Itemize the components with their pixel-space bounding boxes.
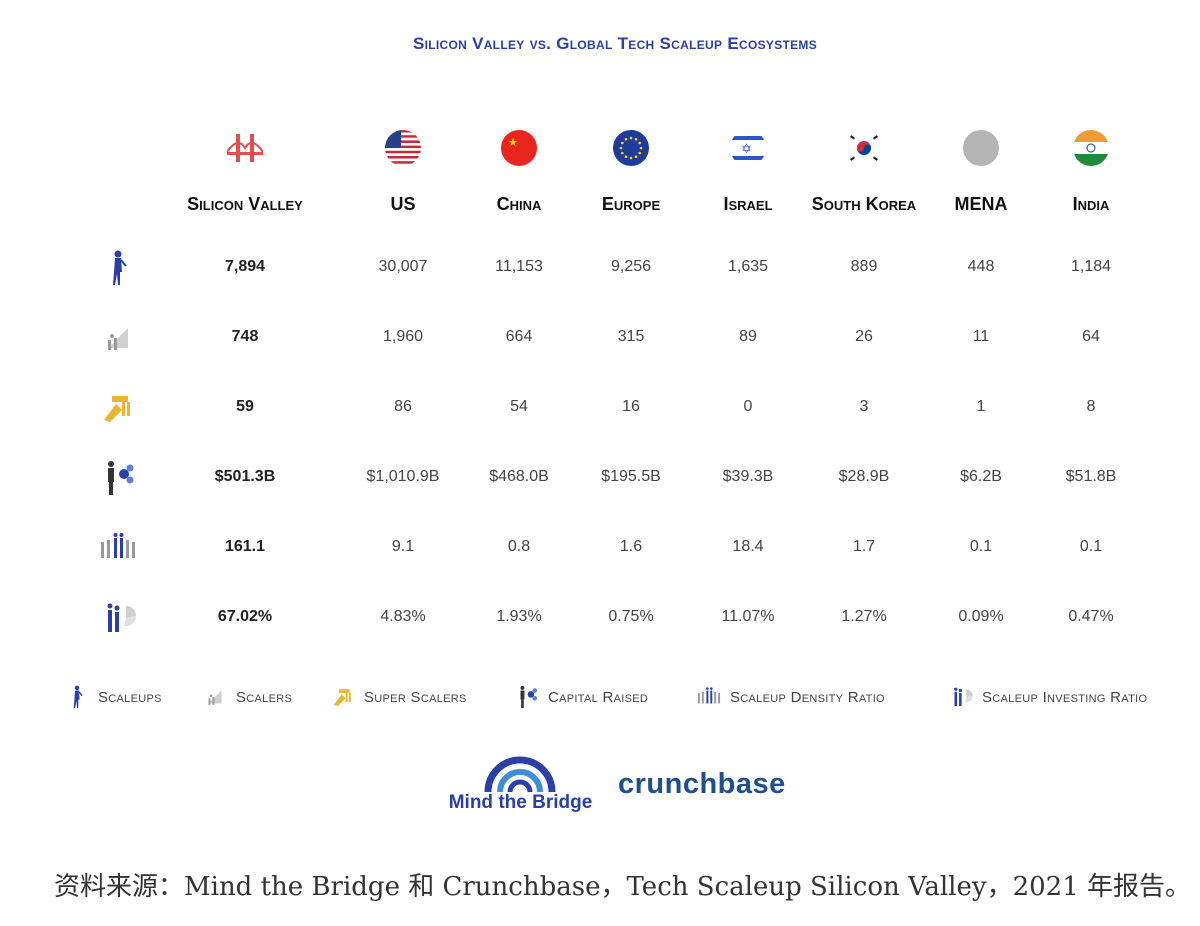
column-header: South Korea: [811, 194, 917, 214]
table-cell: 11.07%: [721, 608, 775, 625]
column-header: MENA: [954, 194, 1008, 214]
scaleup-investing-ratio-icon: [98, 598, 138, 638]
south-korea-flag-icon: [846, 130, 882, 166]
table-cell: $501.3B: [214, 468, 276, 485]
svg-text:✡: ✡: [741, 141, 752, 156]
table-cell: 1.6: [619, 538, 643, 555]
column-header: US: [390, 194, 416, 214]
column-header: China: [496, 194, 542, 214]
table-cell: 7,894: [224, 258, 266, 275]
table-cell: 9,256: [610, 258, 652, 275]
table-cell: 9.1: [391, 538, 415, 555]
svg-text:★: ★: [508, 137, 518, 149]
table-cell: 0.75%: [608, 608, 654, 625]
legend-item: Super Scalers: [330, 683, 467, 711]
table-cell: $1,010.9B: [366, 468, 440, 485]
legend-item: Scaleup Density Ratio: [696, 683, 885, 711]
table-cell: 30,007: [378, 258, 428, 275]
table-cell: $195.5B: [601, 468, 661, 485]
table-cell: 64: [1082, 328, 1100, 345]
legend-item: Scaleup Investing Ratio: [948, 683, 1147, 711]
table-cell: 89: [739, 328, 757, 345]
table-cell: 26: [855, 328, 873, 345]
table-cell: 1,184: [1070, 258, 1112, 275]
legend-label: Super Scalers: [364, 688, 467, 706]
crunchbase-logo: crunchbase: [618, 768, 786, 800]
table-cell: 11: [972, 328, 990, 345]
israel-flag-icon: ✡: [730, 130, 766, 166]
mind-the-bridge-text: Mind the Bridge: [448, 792, 593, 813]
table-cell: 59: [236, 398, 254, 415]
scaleup-density-ratio-icon: [696, 683, 722, 711]
table-cell: $6.2B: [960, 468, 1002, 485]
column-header: India: [1072, 194, 1110, 214]
table-cell: 0.09%: [958, 608, 1004, 625]
table-cell: 1,960: [382, 328, 424, 345]
column-header: Silicon Valley: [187, 194, 303, 214]
table-cell: 161.1: [224, 538, 266, 555]
super-scalers-icon: [98, 388, 138, 428]
table-cell: 889: [850, 258, 878, 275]
us-flag-icon: [385, 130, 421, 166]
table-cell: 0.1: [969, 538, 993, 555]
capital-raised-icon: [514, 683, 540, 711]
legend-label: Scalers: [236, 688, 293, 706]
legend-item: Scalers: [202, 683, 292, 711]
table-cell: $468.0B: [489, 468, 549, 485]
scalers-icon: [202, 683, 228, 711]
table-cell: 1,635: [727, 258, 769, 275]
table-cell: 8: [1086, 398, 1096, 415]
scalers-icon: [98, 318, 138, 358]
golden-gate-bridge-icon: [227, 130, 263, 166]
table-cell: 16: [622, 398, 640, 415]
table-cell: 748: [231, 328, 259, 345]
super-scalers-icon: [330, 683, 356, 711]
chart-title: Silicon Valley vs. Global Tech Scaleup E…: [412, 34, 818, 53]
scaleup-density-ratio-icon: [98, 528, 138, 568]
eu-flag-icon: [613, 130, 649, 166]
legend-label: Scaleup Density Ratio: [730, 688, 885, 706]
table-cell: 4.83%: [380, 608, 426, 625]
mind-the-bridge-logo: Mind the Bridge: [448, 752, 593, 822]
scaleups-icon: [98, 248, 138, 288]
table-cell: 11,153: [495, 258, 543, 275]
table-cell: 18.4: [732, 538, 764, 555]
table-cell: 664: [505, 328, 533, 345]
table-cell: $39.3B: [722, 468, 774, 485]
table-cell: 315: [617, 328, 645, 345]
table-cell: 1.27%: [841, 608, 887, 625]
table-cell: 86: [394, 398, 412, 415]
table-cell: 1.7: [852, 538, 876, 555]
table-cell: 1: [976, 398, 986, 415]
capital-raised-icon: [98, 458, 138, 498]
column-header: Europe: [601, 194, 661, 214]
scaleups-icon: [64, 683, 90, 711]
legend-label: Scaleup Investing Ratio: [982, 688, 1148, 706]
legend-item: Scaleups: [64, 683, 162, 711]
legend-item: Capital Raised: [514, 683, 648, 711]
legend-label: Capital Raised: [548, 688, 649, 706]
table-cell: 54: [510, 398, 528, 415]
china-flag-icon: ★: [501, 130, 537, 166]
table-cell: $51.8B: [1065, 468, 1117, 485]
bridge-arc-icon: [484, 756, 556, 793]
table-cell: 1.93%: [496, 608, 542, 625]
table-cell: 67.02%: [217, 608, 273, 625]
source-note: 资料来源：Mind the Bridge 和 Crunchbase，Tech S…: [54, 872, 1192, 902]
table-cell: 0: [743, 398, 753, 415]
table-cell: 0.47%: [1068, 608, 1114, 625]
table-cell: 448: [967, 258, 995, 275]
india-flag-icon: [1073, 130, 1109, 166]
table-cell: 3: [859, 398, 869, 415]
table-cell: 0.1: [1079, 538, 1103, 555]
legend-label: Scaleups: [98, 688, 162, 706]
column-header: Israel: [723, 194, 773, 214]
scaleup-investing-ratio-icon: [948, 683, 974, 711]
mena-circle-icon: [963, 130, 999, 166]
table-cell: 0.8: [507, 538, 531, 555]
table-cell: $28.9B: [838, 468, 890, 485]
